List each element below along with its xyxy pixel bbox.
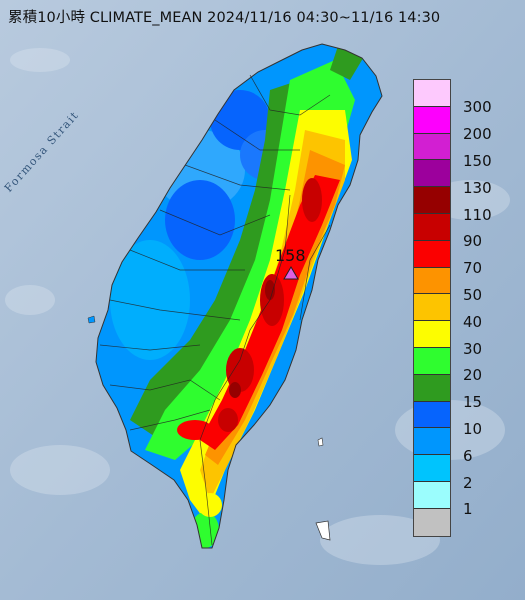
legend-swatch [414,508,450,536]
map-title: 累積10小時 CLIMATE_MEAN 2024/11/16 04:30~11/… [8,10,441,26]
legend-swatch [414,428,450,456]
peak-marker-icon [283,266,299,280]
legend-swatch [414,321,450,348]
county-boundaries [99,74,331,546]
legend-label: 6 [463,446,473,465]
legend-swatch [414,455,450,482]
legend-swatch [414,187,450,214]
legend-swatch [414,294,450,322]
legend-label: 15 [463,393,483,412]
legend-swatch [414,133,450,161]
legend-label: 20 [463,366,483,385]
legend-label: 130 [463,178,492,197]
legend-label: 50 [463,286,483,304]
legend-swatch [414,347,450,375]
legend-swatch [414,106,450,134]
legend-label: 1 [463,500,473,519]
legend-label: 200 [463,125,492,144]
legend-swatch [414,80,450,107]
legend-label: 10 [463,420,483,438]
peak-value-label: 158 [275,246,306,265]
legend-label: 150 [463,152,492,170]
green-island [317,437,324,447]
legend-swatch [414,213,450,241]
legend-swatch [414,401,450,429]
legend-color-bar [413,79,451,537]
legend-label: 90 [463,232,483,251]
islet [87,315,96,324]
legend-swatch [414,267,450,295]
legend-label: 110 [463,205,492,224]
legend-swatch [414,374,450,402]
taiwan-outline [95,43,383,549]
legend-swatch [414,481,450,509]
orchid-island [315,520,331,541]
legend-label: 40 [463,312,483,331]
legend-label: 70 [463,259,483,278]
legend-label: 300 [463,98,492,117]
legend-swatch [414,240,450,268]
legend-label: 30 [463,339,483,358]
legend-label: 2 [463,473,473,492]
legend-swatch [414,160,450,188]
